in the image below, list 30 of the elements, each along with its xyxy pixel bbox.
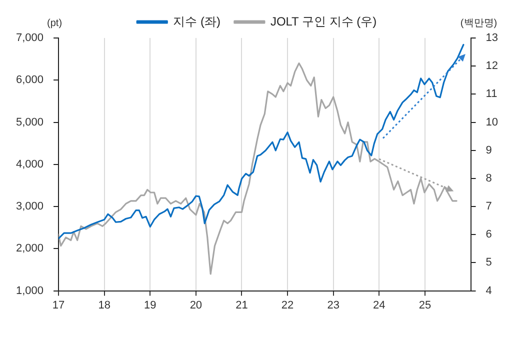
y-tick-label: 3,000 [16, 200, 44, 213]
y-tick-label: 2,000 [16, 242, 44, 255]
x-tick-label: 18 [98, 299, 110, 312]
x-tick-label: 20 [190, 299, 202, 312]
y-tick-label: 6,000 [16, 74, 44, 86]
x-tick-label: 25 [418, 299, 432, 312]
y2-tick-label: 5 [486, 256, 492, 269]
x-tick-label: 22 [281, 299, 294, 312]
y2-tick-label: 12 [486, 60, 498, 72]
x-tick-label: 17 [52, 299, 65, 312]
y2-tick-label: 9 [486, 144, 492, 156]
y2-tick-label: 10 [486, 116, 498, 128]
y-tick-label: 5,000 [16, 116, 44, 128]
x-tick-label: 21 [236, 299, 248, 312]
x-tick-label: 19 [144, 299, 156, 312]
y2-axis-title: (백만명) [460, 18, 498, 29]
y2-tick-label: 4 [486, 284, 492, 297]
y-axis-title: (pt) [47, 18, 62, 29]
legend-label: JOLT 구인 지수 (우) [270, 14, 377, 28]
y2-tick-label: 6 [486, 228, 492, 241]
y-tick-label: 1,000 [16, 284, 44, 297]
y2-tick-label: 7 [486, 200, 492, 213]
x-tick-label: 23 [327, 299, 340, 312]
y2-tick-label: 8 [486, 172, 492, 184]
y-tick-label: 7,000 [16, 32, 44, 44]
y2-tick-label: 11 [486, 88, 498, 100]
legend-label: 지수 (좌) [173, 14, 220, 28]
y2-tick-label: 13 [486, 32, 498, 44]
y-tick-label: 4,000 [16, 158, 44, 170]
x-tick-label: 24 [373, 299, 386, 312]
